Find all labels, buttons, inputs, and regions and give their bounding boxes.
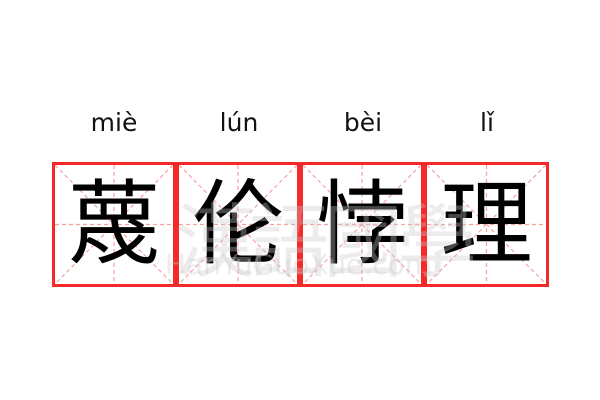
pinyin-3: bèi (343, 108, 383, 137)
character-2: 伦 (191, 170, 284, 278)
character-box-3: 悖 (300, 162, 424, 287)
character-1: 蔑 (67, 170, 160, 278)
pinyin-4: lǐ (480, 108, 494, 137)
grid-guides (427, 165, 546, 284)
pinyin-2: lún (219, 108, 259, 137)
grid-guides (179, 165, 297, 284)
character-box-2: 伦 (176, 162, 300, 287)
character-4: 理 (440, 170, 533, 278)
character-box-4: 理 (424, 162, 549, 287)
character-3: 悖 (315, 170, 408, 278)
grid-guides (303, 165, 421, 284)
grid-guides (55, 165, 173, 284)
pinyin-1: miè (90, 108, 138, 137)
character-box-1: 蔑 (52, 162, 176, 287)
